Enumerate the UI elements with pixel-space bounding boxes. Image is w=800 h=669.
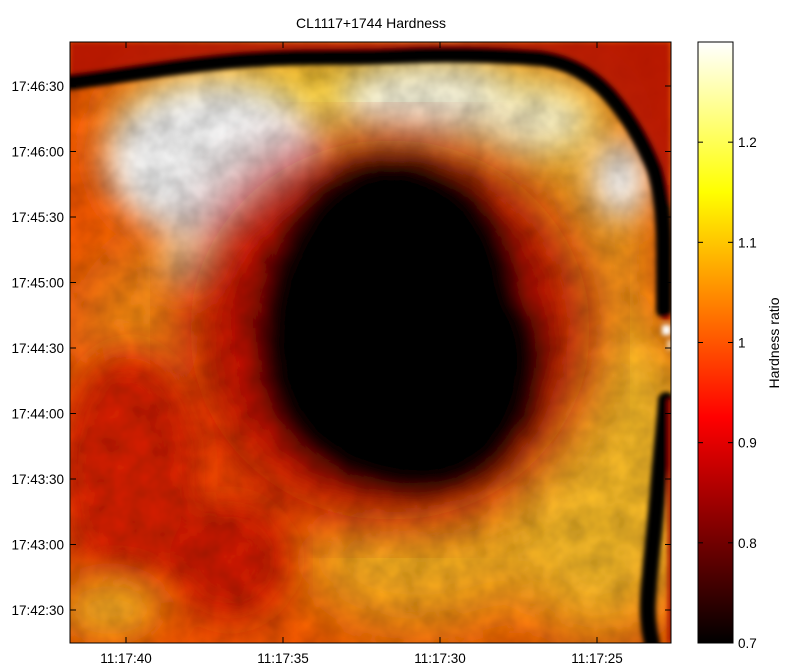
x-tick-label: 11:17:25 bbox=[571, 651, 623, 666]
colorbar-tick-label: 0.8 bbox=[738, 536, 757, 551]
x-axis-ticks: 11:17:40 11:17:35 11:17:30 11:17:25 bbox=[100, 42, 623, 666]
heatmap-image bbox=[70, 42, 671, 643]
y-tick-label: 17:46:00 bbox=[11, 145, 64, 160]
y-tick-label: 17:44:00 bbox=[11, 407, 64, 422]
y-tick-label: 17:46:30 bbox=[11, 79, 64, 94]
colorbar-ticks: 0.7 0.8 0.9 1 1.1 1.2 bbox=[698, 135, 757, 651]
colorbar-tick-label: 1 bbox=[738, 336, 746, 351]
colorbar-tick-label: 0.7 bbox=[738, 636, 757, 651]
plot-frame bbox=[69, 41, 672, 644]
y-tick-label: 17:45:30 bbox=[11, 210, 64, 225]
y-axis-ticks: 17:46:30 17:46:00 17:45:30 17:45:00 17:44:30… bbox=[11, 79, 671, 618]
x-tick-label: 11:17:40 bbox=[100, 651, 152, 666]
colorbar-tick-label: 1.1 bbox=[738, 235, 757, 250]
colorbar bbox=[697, 41, 734, 644]
x-tick-label: 11:17:30 bbox=[414, 651, 466, 666]
colorbar-tick-label: 1.2 bbox=[738, 135, 757, 150]
colorbar-tick-label: 0.9 bbox=[738, 436, 757, 451]
chart-title: CL1117+1744 Hardness bbox=[296, 15, 446, 31]
y-tick-label: 17:45:00 bbox=[11, 276, 64, 291]
y-tick-label: 17:42:30 bbox=[11, 603, 64, 618]
colorbar-label: Hardness ratio bbox=[766, 297, 782, 388]
y-tick-label: 17:44:30 bbox=[11, 341, 64, 356]
y-tick-label: 17:43:00 bbox=[11, 538, 64, 553]
y-tick-label: 17:43:30 bbox=[11, 472, 64, 487]
x-tick-label: 11:17:35 bbox=[257, 651, 309, 666]
